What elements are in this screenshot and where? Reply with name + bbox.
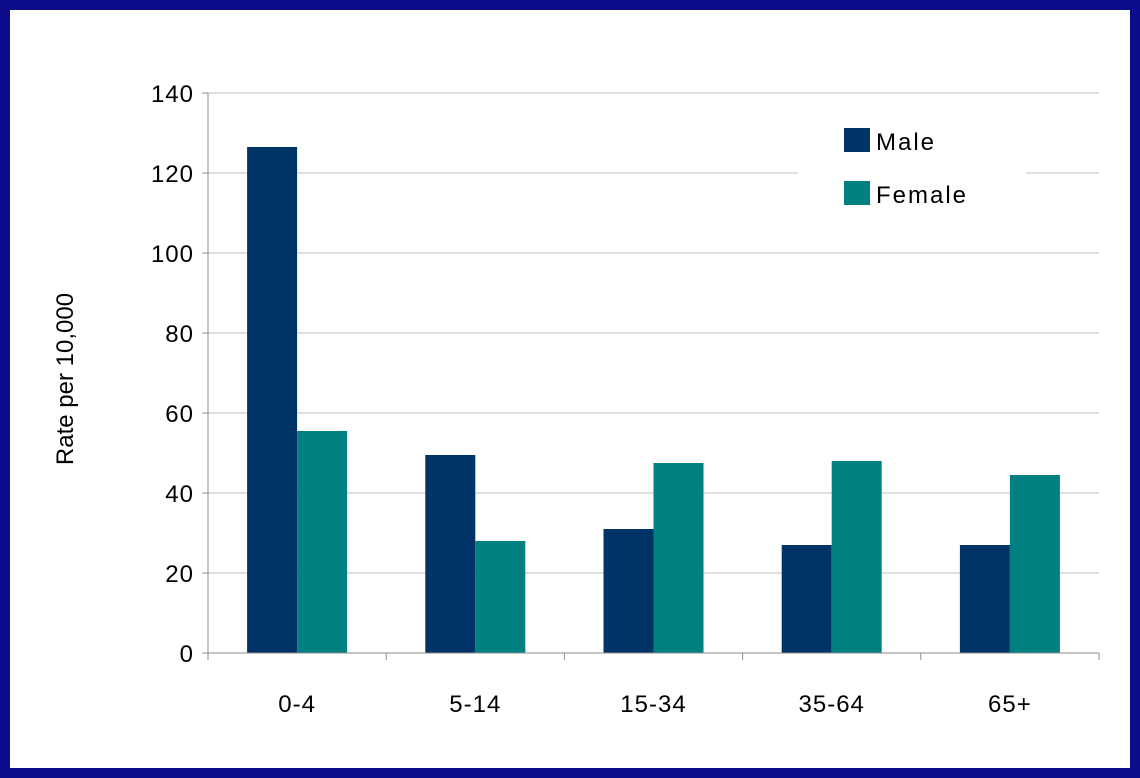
chart-panel: 0 20 40 60 80 100 120 140 0-4 5-14 15-34 35-64 65+ … [10,10,1130,768]
legend-background [798,140,1026,228]
bar-female-65+ [1009,475,1060,653]
bar-male-65+ [959,545,1010,653]
bar-female-15-34 [653,463,704,653]
x-tick-label: 0-4 [278,691,316,718]
y-tick-label: 0 [180,641,194,668]
axes [202,92,1100,660]
legend-label-female: Female [876,182,968,209]
y-tick-labels: 0 20 40 60 80 100 120 140 [151,81,194,668]
gridlines [208,92,1099,574]
legend: Male Female [798,128,1026,228]
legend-swatch-male [844,128,870,152]
x-tick-label: 15-34 [620,691,686,718]
y-tick-label: 80 [165,321,194,348]
x-tick-label: 5-14 [449,691,501,718]
bar-female-5-14 [475,541,526,653]
bar-male-15-34 [603,529,654,653]
y-tick-label: 100 [151,241,194,268]
bar-male-5-14 [425,455,476,653]
y-tick-label: 60 [165,401,194,428]
y-tick-label: 40 [165,481,194,508]
x-tick-labels: 0-4 5-14 15-34 35-64 65+ [278,691,1032,718]
bar-male-35-64 [781,545,832,653]
bar-female-0-4 [297,431,348,653]
legend-swatch-female [844,181,870,205]
bar-male-0-4 [247,147,298,653]
y-tick-label: 120 [151,161,194,188]
x-tick-label: 65+ [988,691,1032,718]
bars [247,147,1060,653]
legend-label-male: Male [876,129,936,156]
y-axis-title: Rate per 10,000 [52,293,79,465]
y-tick-label: 140 [151,81,194,108]
bar-female-35-64 [831,461,882,653]
y-tick-label: 20 [165,561,194,588]
x-tick-label: 35-64 [799,691,865,718]
